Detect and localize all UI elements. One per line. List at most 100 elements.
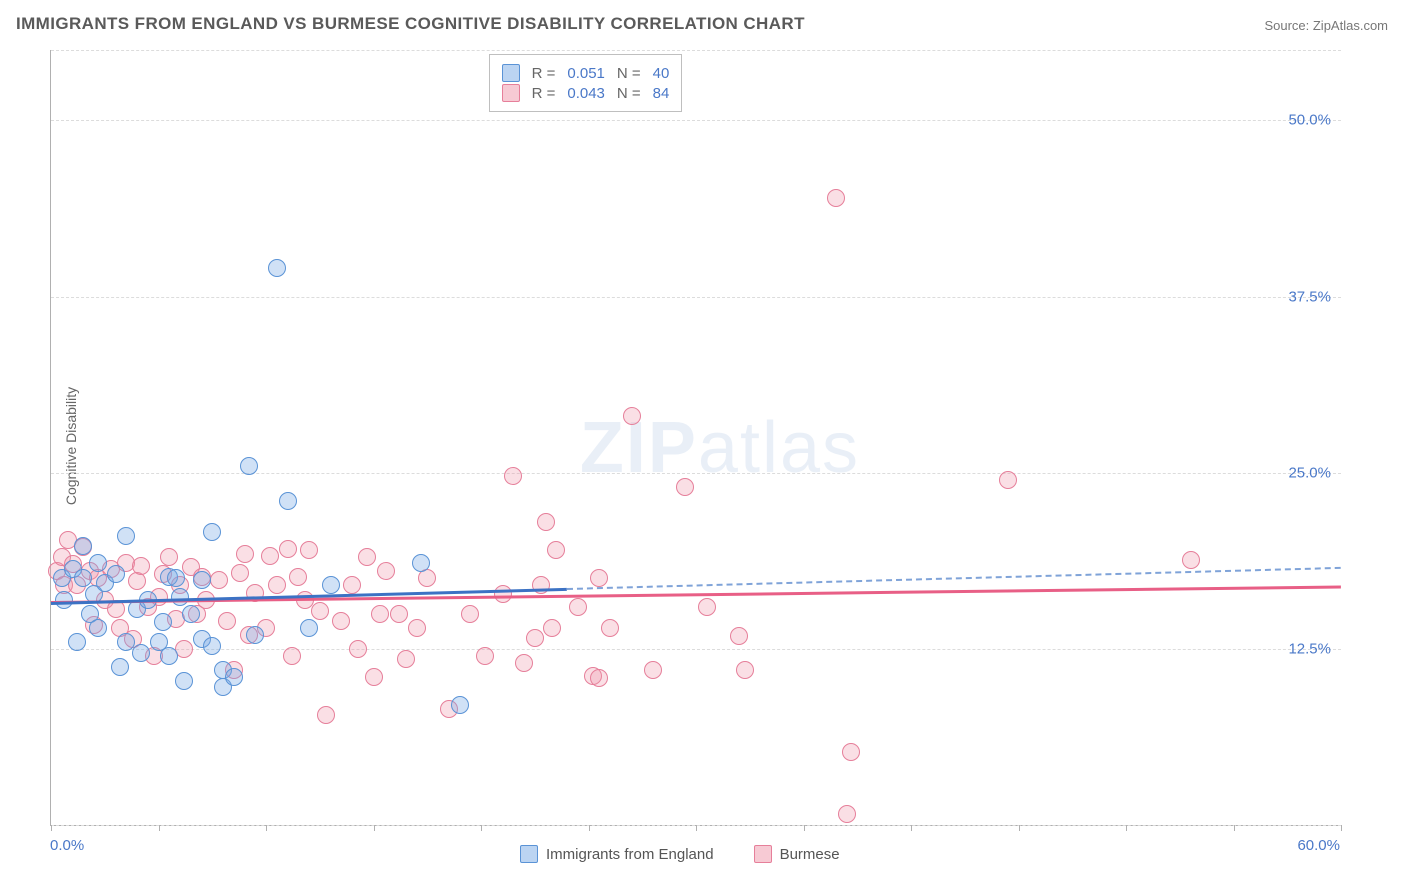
data-point [623,407,641,425]
data-point [515,654,533,672]
data-point [317,706,335,724]
data-point [279,540,297,558]
data-point [451,696,469,714]
data-point [154,613,172,631]
legend-r-label: R = [532,85,556,102]
legend-n-value: 40 [653,65,670,82]
x-tick [374,825,375,831]
data-point [332,612,350,630]
gridline [51,297,1341,298]
data-point [358,548,376,566]
data-point [225,668,243,686]
legend-series-label: Burmese [780,846,840,863]
data-point [827,189,845,207]
data-point [268,259,286,277]
data-point [371,605,389,623]
x-tick [696,825,697,831]
y-tick-label: 25.0% [1288,464,1331,481]
data-point [203,637,221,655]
data-point [68,633,86,651]
data-point [390,605,408,623]
data-point [268,576,286,594]
data-point [203,523,221,541]
trend-line [51,585,1341,603]
data-point [279,492,297,510]
data-point [117,527,135,545]
data-point [590,569,608,587]
data-point [128,572,146,590]
data-point [343,576,361,594]
legend-r-value: 0.051 [567,65,605,82]
x-tick [589,825,590,831]
data-point [494,585,512,603]
data-point [698,598,716,616]
data-point [132,557,150,575]
data-point [842,743,860,761]
data-point [289,568,307,586]
data-point [193,571,211,589]
legend-n-label: N = [617,85,641,102]
data-point [171,588,189,606]
legend-item: Immigrants from England [520,845,714,863]
legend-swatch [520,845,538,863]
x-tick [51,825,52,831]
data-point [569,598,587,616]
y-tick-label: 37.5% [1288,288,1331,305]
data-point [182,605,200,623]
data-point [300,541,318,559]
data-point [74,537,92,555]
data-point [365,668,383,686]
source-attribution: Source: ZipAtlas.com [1264,18,1388,33]
data-point [349,640,367,658]
x-tick [1341,825,1342,831]
data-point [210,571,228,589]
legend-item: Burmese [754,845,840,863]
x-tick-label: 60.0% [1297,837,1340,854]
data-point [236,545,254,563]
data-point [730,627,748,645]
x-tick [1126,825,1127,831]
x-tick [1019,825,1020,831]
legend-r-label: R = [532,65,556,82]
data-point [408,619,426,637]
data-point [218,612,236,630]
x-tick [911,825,912,831]
data-point [261,547,279,565]
legend-swatch [502,64,520,82]
data-point [397,650,415,668]
x-tick [1234,825,1235,831]
legend-row: R = 0.043 N = 84 [502,84,670,102]
data-point [132,644,150,662]
data-point [526,629,544,647]
data-point [543,619,561,637]
data-point [300,619,318,637]
data-point [1182,551,1200,569]
data-point [231,564,249,582]
gridline [51,120,1341,121]
data-point [838,805,856,823]
data-point [175,672,193,690]
data-point [167,569,185,587]
x-tick [804,825,805,831]
data-point [322,576,340,594]
chart-title: IMMIGRANTS FROM ENGLAND VS BURMESE COGNI… [16,14,805,34]
x-tick [481,825,482,831]
legend-r-value: 0.043 [567,85,605,102]
x-tick [266,825,267,831]
data-point [89,619,107,637]
data-point [418,569,436,587]
legend-n-label: N = [617,65,641,82]
legend-swatch [754,845,772,863]
data-point [590,669,608,687]
data-point [547,541,565,559]
data-point [736,661,754,679]
plot-area: 12.5%25.0%37.5%50.0%ZIPatlas [50,50,1341,826]
data-point [311,602,329,620]
data-point [240,457,258,475]
legend-n-value: 84 [653,85,670,102]
series-legend: Immigrants from England Burmese [520,845,840,863]
legend-swatch [502,84,520,102]
correlation-legend: R = 0.051 N = 40 R = 0.043 N = 84 [489,54,683,112]
y-tick-label: 12.5% [1288,640,1331,657]
data-point [160,548,178,566]
